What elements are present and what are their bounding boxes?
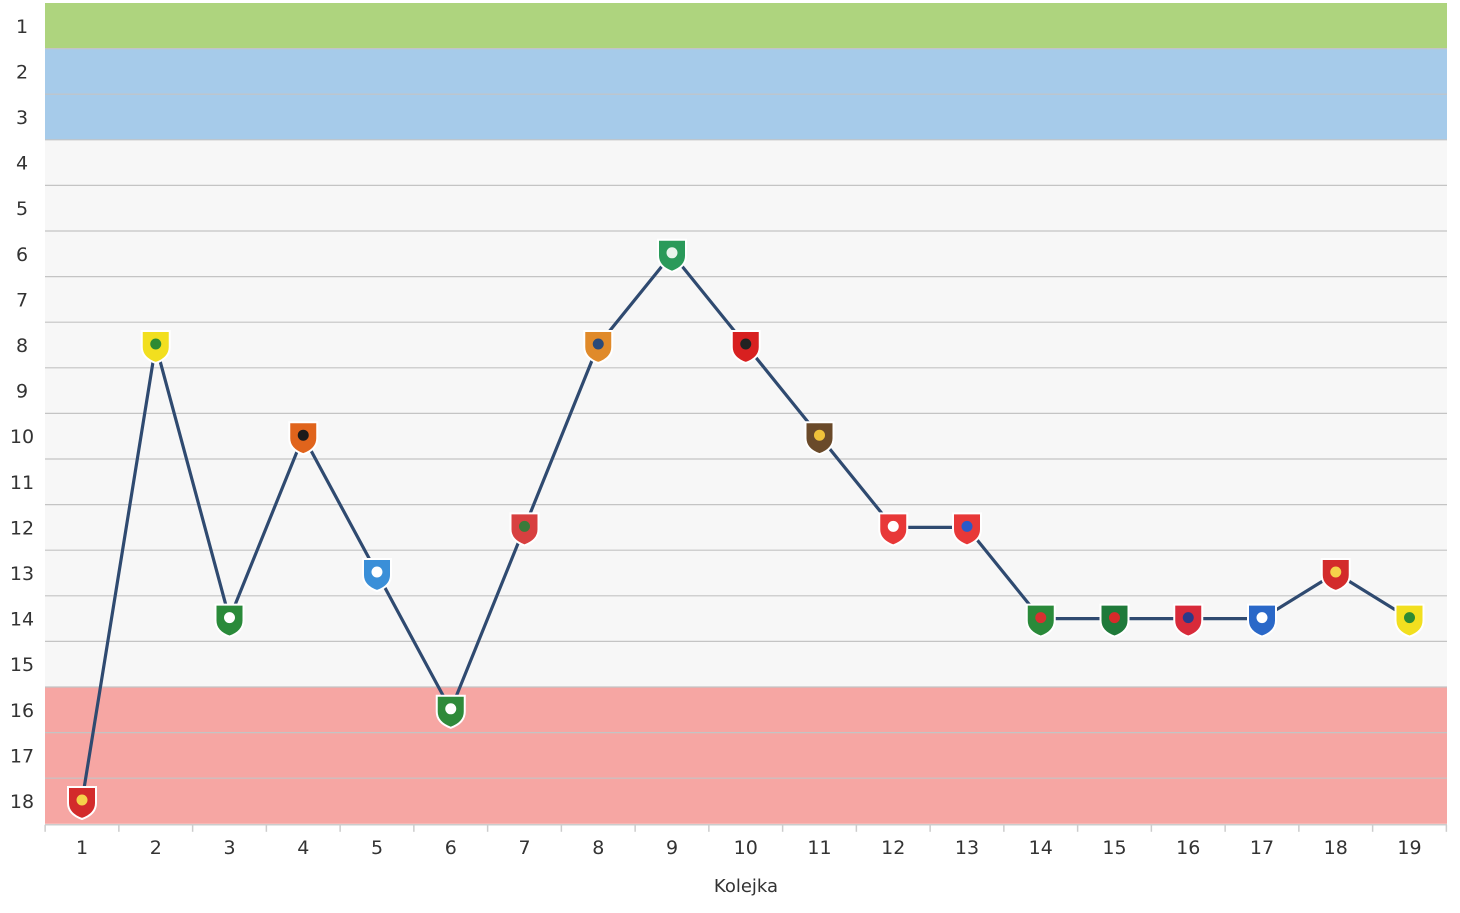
crest-emblem bbox=[960, 519, 974, 533]
y-tick-label: 14 bbox=[10, 609, 34, 631]
x-tick-label: 3 bbox=[223, 837, 235, 859]
x-tick-label: 18 bbox=[1324, 837, 1348, 859]
club-crest-green-round-icon bbox=[657, 238, 687, 273]
x-tick-label: 13 bbox=[955, 837, 979, 859]
x-tick-label: 8 bbox=[592, 837, 604, 859]
x-axis: 1 2 3 4 5 6 7 8 9 10 11 12 13 14 15 16 17 18 19 bbox=[44, 824, 1448, 859]
club-crest-legia-icon bbox=[214, 603, 245, 638]
crest-emblem bbox=[591, 337, 605, 351]
y-tick-label: 2 bbox=[16, 61, 28, 83]
club-crest-black-orange-icon bbox=[288, 421, 319, 456]
x-tick-label: 4 bbox=[297, 837, 309, 859]
club-crest-red-white-icon bbox=[67, 786, 97, 821]
crest-emblem bbox=[1034, 611, 1048, 625]
club-crest-green-red-pennant-icon bbox=[1025, 603, 1056, 638]
x-tick-label: 9 bbox=[666, 837, 678, 859]
club-crest-blue-white-shield-icon bbox=[1247, 603, 1277, 638]
crest-emblem bbox=[665, 246, 679, 260]
y-tick-label: 7 bbox=[16, 289, 28, 311]
y-tick-label: 8 bbox=[16, 335, 28, 357]
y-tick-label: 18 bbox=[10, 791, 34, 813]
crest-emblem bbox=[886, 519, 900, 533]
club-crest-yellow-green-icon bbox=[1394, 603, 1425, 638]
x-tick-label: 1 bbox=[76, 837, 88, 859]
club-crest-red-blue-pennant-icon bbox=[952, 512, 982, 547]
x-axis-title: Kolejka bbox=[714, 876, 778, 897]
club-crest-red-white-icon bbox=[1320, 558, 1351, 593]
crest-emblem bbox=[296, 428, 310, 442]
y-tick-label: 3 bbox=[16, 107, 28, 129]
y-tick-label: 12 bbox=[10, 517, 34, 539]
club-crest-red-blue-shield-icon bbox=[1173, 603, 1204, 638]
x-tick-label: 10 bbox=[734, 837, 758, 859]
x-tick-label: 19 bbox=[1397, 837, 1421, 859]
crest-emblem bbox=[370, 565, 384, 579]
crest-emblem bbox=[1255, 611, 1269, 625]
y-tick-label: 9 bbox=[16, 381, 28, 403]
x-tick-label: 14 bbox=[1029, 837, 1053, 859]
series-markers bbox=[67, 238, 1425, 821]
club-crest-blue-white-stripes-icon bbox=[362, 558, 392, 593]
crest-emblem bbox=[444, 702, 458, 716]
band-16-18 bbox=[45, 687, 1447, 824]
crest-emblem bbox=[223, 611, 236, 625]
gridlines bbox=[45, 47, 1447, 779]
x-tick-label: 7 bbox=[518, 837, 530, 859]
y-tick-label: 13 bbox=[10, 563, 34, 585]
x-tick-label: 12 bbox=[881, 837, 905, 859]
x-tick-label: 16 bbox=[1176, 837, 1200, 859]
club-crest-red-black-icon bbox=[730, 330, 761, 365]
x-tick-label: 5 bbox=[371, 837, 383, 859]
club-crest-piast-icon bbox=[509, 512, 540, 547]
club-crest-gear-yellow-icon bbox=[804, 421, 835, 456]
y-tick-label: 11 bbox=[10, 472, 34, 494]
crest-emblem bbox=[1403, 611, 1416, 625]
crest-emblem bbox=[1108, 611, 1121, 625]
crest-emblem bbox=[1181, 611, 1195, 625]
crest-emblem bbox=[149, 337, 163, 351]
crest-emblem bbox=[518, 519, 531, 533]
crest-emblem bbox=[813, 428, 826, 442]
x-tick-label: 17 bbox=[1250, 837, 1274, 859]
club-crest-orange-navy-icon bbox=[583, 330, 614, 365]
band-1-1 bbox=[45, 3, 1447, 49]
y-tick-label: 4 bbox=[16, 153, 28, 175]
x-tick-label: 11 bbox=[807, 837, 831, 859]
y-tick-label: 15 bbox=[10, 654, 34, 676]
x-tick-label: 2 bbox=[150, 837, 162, 859]
x-tick-label: 6 bbox=[445, 837, 457, 859]
club-crest-green-white-icon bbox=[435, 694, 466, 729]
y-tick-label: 17 bbox=[10, 745, 34, 767]
club-crest-yellow-green-icon bbox=[140, 330, 171, 365]
y-tick-label: 10 bbox=[10, 426, 34, 448]
y-tick-label: 1 bbox=[16, 16, 28, 38]
crest-emblem bbox=[739, 337, 753, 351]
y-tick-label: 5 bbox=[16, 198, 28, 220]
x-tick-label: 15 bbox=[1102, 837, 1126, 859]
crest-emblem bbox=[1329, 565, 1343, 579]
y-tick-label: 16 bbox=[10, 700, 34, 722]
crest-emblem bbox=[75, 793, 89, 807]
club-crest-red-white-flag-icon bbox=[878, 512, 909, 547]
y-tick-label: 6 bbox=[16, 244, 28, 266]
club-crest-green-oval-icon bbox=[1099, 603, 1130, 638]
